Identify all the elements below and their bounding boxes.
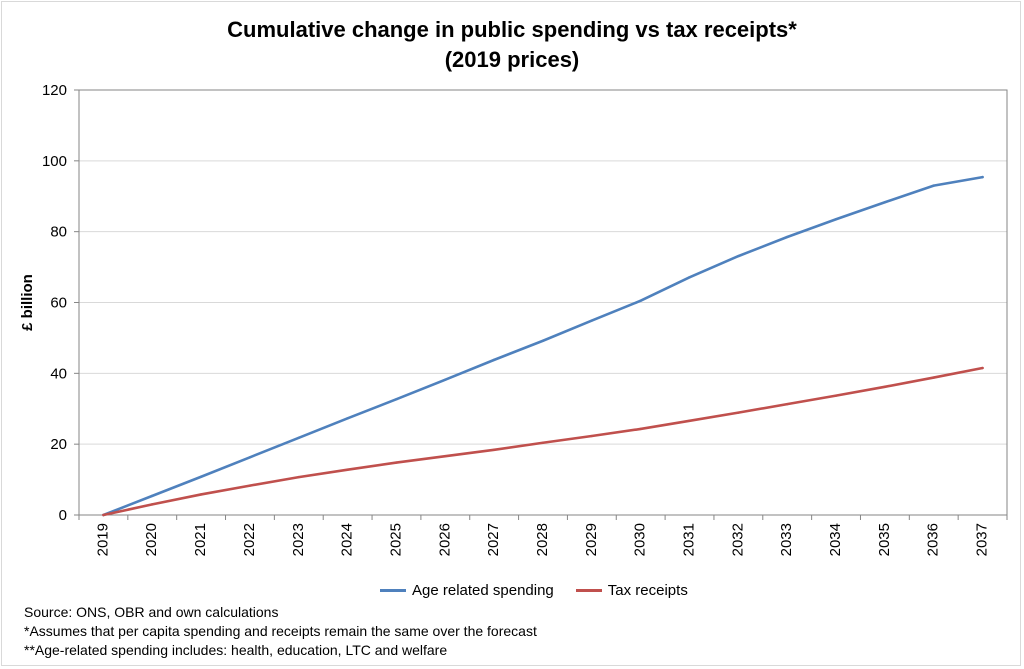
x-tick-label: 2029 <box>583 523 600 556</box>
data-point <box>102 513 105 517</box>
data-point <box>981 175 984 179</box>
y-tick-label: 100 <box>42 153 67 170</box>
legend-swatch-spending <box>380 588 406 592</box>
data-point <box>492 358 496 362</box>
legend: Age related spending Tax receipts <box>380 578 710 602</box>
data-point <box>883 201 887 204</box>
y-tick-label: 60 <box>50 295 67 312</box>
data-point <box>541 441 545 444</box>
x-tick-label: 2020 <box>143 523 160 556</box>
footnotes: Source: ONS, OBR and own calculations *A… <box>24 603 537 660</box>
data-point <box>834 218 838 221</box>
x-tick-label: 2025 <box>387 523 404 556</box>
x-tick-label: 2022 <box>241 523 258 556</box>
x-tick-label: 2036 <box>925 523 942 556</box>
x-axis: 2019 2020 2021 2022 2023 2024 2025 2026 2027 2028… <box>78 515 1008 556</box>
data-point <box>981 366 984 370</box>
data-point <box>444 378 447 381</box>
x-tick-label: 2019 <box>94 523 111 556</box>
data-point <box>590 434 594 438</box>
data-point <box>492 448 496 452</box>
data-point <box>688 276 691 279</box>
x-tick-label: 2031 <box>680 523 697 556</box>
chart-subtitle: (2019 prices) <box>444 47 580 72</box>
y-tick-label: 120 <box>42 82 67 99</box>
series-line-1 <box>102 366 984 517</box>
y-tick-label: 80 <box>50 224 67 241</box>
legend-item-tax: Tax receipts <box>575 581 688 599</box>
x-tick-label: 2023 <box>290 523 307 556</box>
definition-note: **Age-related spending includes: health,… <box>24 642 448 658</box>
legend-swatch-tax <box>575 588 602 592</box>
data-point <box>737 254 740 258</box>
data-point <box>199 475 203 478</box>
data-point <box>786 235 789 239</box>
x-tick-label: 2024 <box>339 523 356 556</box>
data-point <box>932 184 935 187</box>
y-tick-label: 0 <box>59 507 67 524</box>
y-tick-label: 40 <box>50 365 67 382</box>
legend-label-tax: Tax receipts <box>607 581 688 599</box>
data-point <box>248 484 252 487</box>
x-tick-label: 2030 <box>632 523 649 556</box>
data-point <box>346 468 349 471</box>
assumption-note: *Assumes that per capita spending and re… <box>24 623 537 639</box>
data-point <box>297 475 300 479</box>
data-point <box>395 461 398 464</box>
data-point <box>541 339 545 342</box>
data-point <box>395 397 398 401</box>
x-tick-label: 2034 <box>827 523 844 556</box>
x-tick-label: 2028 <box>534 523 551 556</box>
data-point <box>639 427 642 431</box>
y-axis: 0 20 40 60 80 100 120 <box>42 82 79 524</box>
data-point <box>639 299 642 302</box>
data-point <box>932 376 935 379</box>
data-point <box>590 319 594 322</box>
chart-title: Cumulative change in public spending vs … <box>227 17 797 42</box>
data-point <box>737 411 740 414</box>
data-point <box>786 402 789 406</box>
legend-label-spending: Age related spending <box>412 581 554 599</box>
data-point <box>151 494 154 498</box>
x-tick-label: 2027 <box>485 523 502 556</box>
series-line-0 <box>102 175 984 517</box>
x-tick-label: 2035 <box>876 523 893 556</box>
data-point <box>199 493 203 496</box>
data-point <box>151 503 154 506</box>
source-note: Source: ONS, OBR and own calculations <box>24 604 279 620</box>
legend-item-spending: Age related spending <box>380 582 554 599</box>
data-point <box>444 455 447 458</box>
data-point <box>834 394 838 397</box>
y-axis-label: £ billion <box>19 274 36 331</box>
x-tick-label: 2032 <box>729 523 746 556</box>
x-tick-label: 2033 <box>778 523 795 556</box>
y-tick-label: 20 <box>50 436 67 453</box>
data-point <box>297 436 300 439</box>
series-lines <box>102 175 984 517</box>
data-point <box>688 419 691 422</box>
data-point <box>346 417 349 420</box>
x-tick-label: 2021 <box>192 523 209 556</box>
data-point <box>883 385 887 388</box>
x-tick-label: 2026 <box>436 523 453 556</box>
data-point <box>248 456 252 459</box>
x-tick-label: 2037 <box>974 523 991 556</box>
